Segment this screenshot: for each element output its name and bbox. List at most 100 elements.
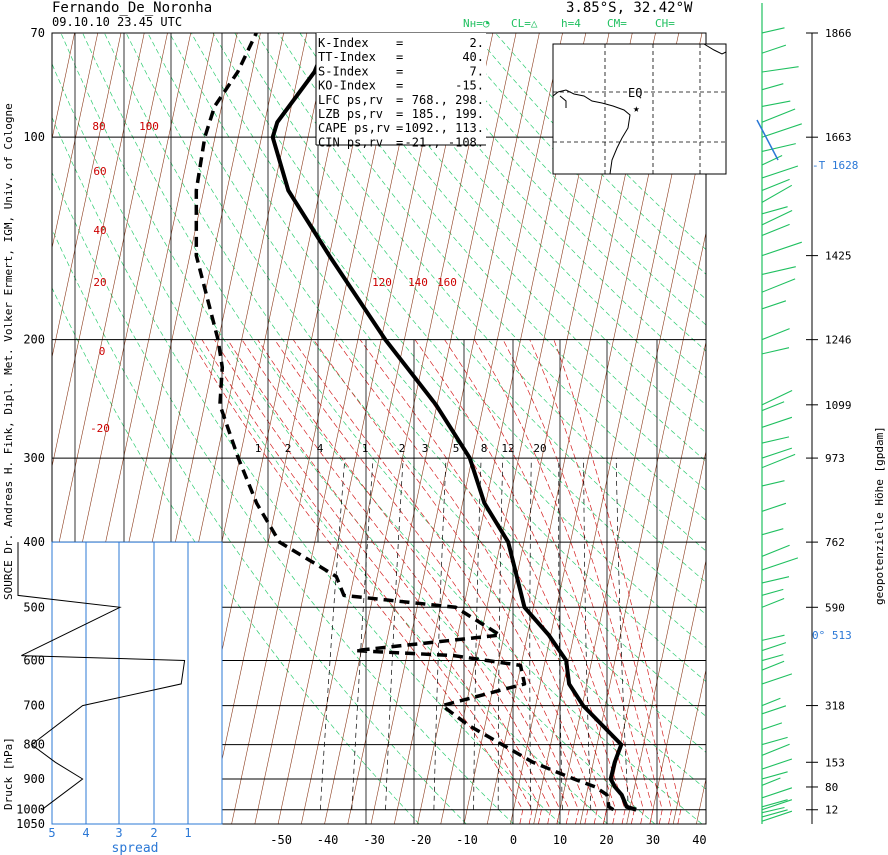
pressure-tick-label: 300 xyxy=(23,451,45,465)
dry-adiabat xyxy=(190,33,706,649)
pressure-axis-label: Druck [hPa] xyxy=(2,737,15,810)
isotherm xyxy=(52,33,192,687)
dry-adiabat xyxy=(321,33,706,462)
moist-adiabat xyxy=(292,339,589,824)
height-tick-label: 973 xyxy=(825,452,845,465)
wind-barb xyxy=(761,722,783,731)
spread-tick-label: 5 xyxy=(48,826,55,840)
moist-adiabat xyxy=(257,339,570,824)
index-label: LFC ps,rv xyxy=(318,93,383,107)
dewpoint-curve xyxy=(194,33,615,812)
isotherm xyxy=(603,340,706,824)
wind-barb xyxy=(761,278,796,293)
tropopause-marker xyxy=(756,119,779,161)
mixing-ratio-label: 3 xyxy=(422,442,429,455)
dry-adiabat xyxy=(364,33,706,406)
moist-adiabat xyxy=(227,339,552,824)
moist-adiabat xyxy=(214,339,542,824)
mixing-ratio-label: 4 xyxy=(317,442,324,455)
spread-tick-label: 4 xyxy=(82,826,89,840)
temperature-tick-label: -40 xyxy=(317,833,339,847)
wind-barb xyxy=(761,401,785,412)
wind-barb xyxy=(761,557,799,571)
indices-box: K-Index = 2. TT-Index = 40. S-Index = 7. KO-Index… xyxy=(315,33,486,149)
index-value: 7. xyxy=(470,64,484,78)
wind-barb xyxy=(761,453,796,469)
isotherm xyxy=(649,558,706,824)
isotherm xyxy=(347,33,517,824)
dry-adiabat xyxy=(125,33,706,753)
station-star-icon: ★ xyxy=(633,102,640,115)
index-label: CAPE ps,rv xyxy=(318,121,390,135)
isotherm xyxy=(208,33,377,824)
temperature-tick-label: 30 xyxy=(646,833,660,847)
height-tick-label: 762 xyxy=(825,536,845,549)
isotherm xyxy=(301,33,470,824)
location-label: 3.85°S, 32.42°W xyxy=(566,0,693,16)
cloud-legend-nh: Nн=◔ xyxy=(463,17,490,30)
index-value: 185., 199. xyxy=(412,107,484,121)
height-tick-label: 1663 xyxy=(825,131,852,144)
potential-temperature-label: 160 xyxy=(437,276,457,289)
index-value: -21., -108. xyxy=(405,135,484,149)
wind-barb xyxy=(761,597,785,608)
moist-adiabat xyxy=(359,339,617,824)
pressure-tick-label: 600 xyxy=(23,654,45,668)
spread-axis-label: spread xyxy=(112,841,159,855)
spread-line xyxy=(17,542,186,811)
dry-adiabat xyxy=(256,33,706,552)
moist-adiabat xyxy=(474,339,654,824)
index-value: 768., 298. xyxy=(412,93,484,107)
wind-barb xyxy=(761,806,785,814)
moist-adiabat xyxy=(444,339,644,824)
moist-adiabat xyxy=(529,339,672,824)
dry-adiabat xyxy=(104,33,706,790)
height-tick-label: 80 xyxy=(825,781,838,794)
moist-adiabat xyxy=(386,339,626,824)
wind-barb xyxy=(761,799,788,808)
dry-adiabat xyxy=(52,228,467,824)
dry-adiabat xyxy=(147,33,706,717)
mixing-ratio-label: 2 xyxy=(399,442,406,455)
mixing-ratio-label: 2 xyxy=(285,442,292,455)
temperature-tick-label: -10 xyxy=(456,833,478,847)
map-frame xyxy=(552,43,727,175)
index-separator: = xyxy=(396,64,403,78)
index-separator: = xyxy=(396,93,403,107)
wind-barb xyxy=(761,223,790,236)
isotherm xyxy=(52,33,145,468)
index-separator: = xyxy=(396,135,403,149)
cloud-legend-h: h=4 xyxy=(561,17,581,30)
isotherm xyxy=(254,33,424,824)
index-separator: = xyxy=(396,36,403,50)
moist-adiabat xyxy=(201,339,533,824)
moist-adiabat xyxy=(190,339,524,824)
source-label: SOURCE Dr. Andreas H. Fink, Dipl. Met. V… xyxy=(2,103,15,600)
dry-adiabat xyxy=(52,62,608,824)
cloud-legend: Nн=◔ CL=△ h=4 CM= CH= xyxy=(463,17,675,30)
wind-barb xyxy=(761,300,787,310)
height-tick-label: 1425 xyxy=(825,250,852,263)
spread-frame xyxy=(51,541,223,825)
mixing-ratio-label: 12 xyxy=(501,442,514,455)
wind-barb xyxy=(761,787,793,799)
index-separator: = xyxy=(396,79,403,93)
height-marker-label: 0° 513 xyxy=(812,629,852,642)
wind-barb xyxy=(761,447,793,459)
pressure-tick-label: 800 xyxy=(23,738,45,752)
wind-barb xyxy=(761,206,788,215)
pressure-tick-label: 1000 xyxy=(16,803,45,817)
wind-barb xyxy=(761,143,796,152)
temperature-curve xyxy=(270,33,637,812)
sounding-curves xyxy=(194,33,637,812)
wind-barb xyxy=(761,123,802,138)
potential-temperature-label: 60 xyxy=(93,165,106,178)
isotherm xyxy=(672,668,706,824)
moist-adiabat xyxy=(335,339,607,824)
wind-barb xyxy=(761,178,790,191)
pressure-tick-label: 500 xyxy=(23,600,45,614)
wind-barb xyxy=(761,810,793,822)
wind-barb xyxy=(761,758,793,770)
potential-temperature-label: 100 xyxy=(139,120,159,133)
dry-adiabat xyxy=(52,287,420,824)
